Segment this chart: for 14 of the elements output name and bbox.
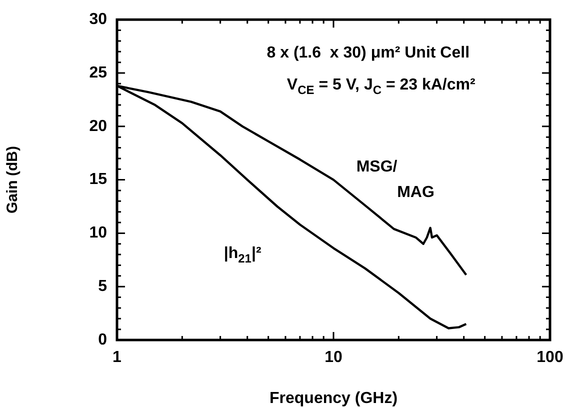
y-tick-label: 15 bbox=[89, 171, 108, 188]
y-axis-title: Gain (dB) bbox=[4, 146, 22, 214]
y-tick-label: 25 bbox=[89, 64, 108, 82]
annotation: 8 x (1.6 x 30) μm² Unit Cell bbox=[266, 44, 470, 62]
series-label: MSG/MAG bbox=[356, 158, 434, 202]
y-tick-label: 0 bbox=[98, 331, 108, 348]
y-tick-label: 20 bbox=[89, 118, 108, 135]
x-axis-title: Frequency (GHz) bbox=[269, 390, 398, 407]
x-tick-label: 10 bbox=[324, 349, 342, 366]
x-tick-label: 1 bbox=[112, 349, 122, 366]
x-tick-label: 100 bbox=[536, 349, 564, 366]
y-tick-label: 10 bbox=[89, 224, 108, 242]
y-tick-label: 5 bbox=[98, 278, 108, 296]
y-tick-label: 30 bbox=[89, 11, 108, 28]
